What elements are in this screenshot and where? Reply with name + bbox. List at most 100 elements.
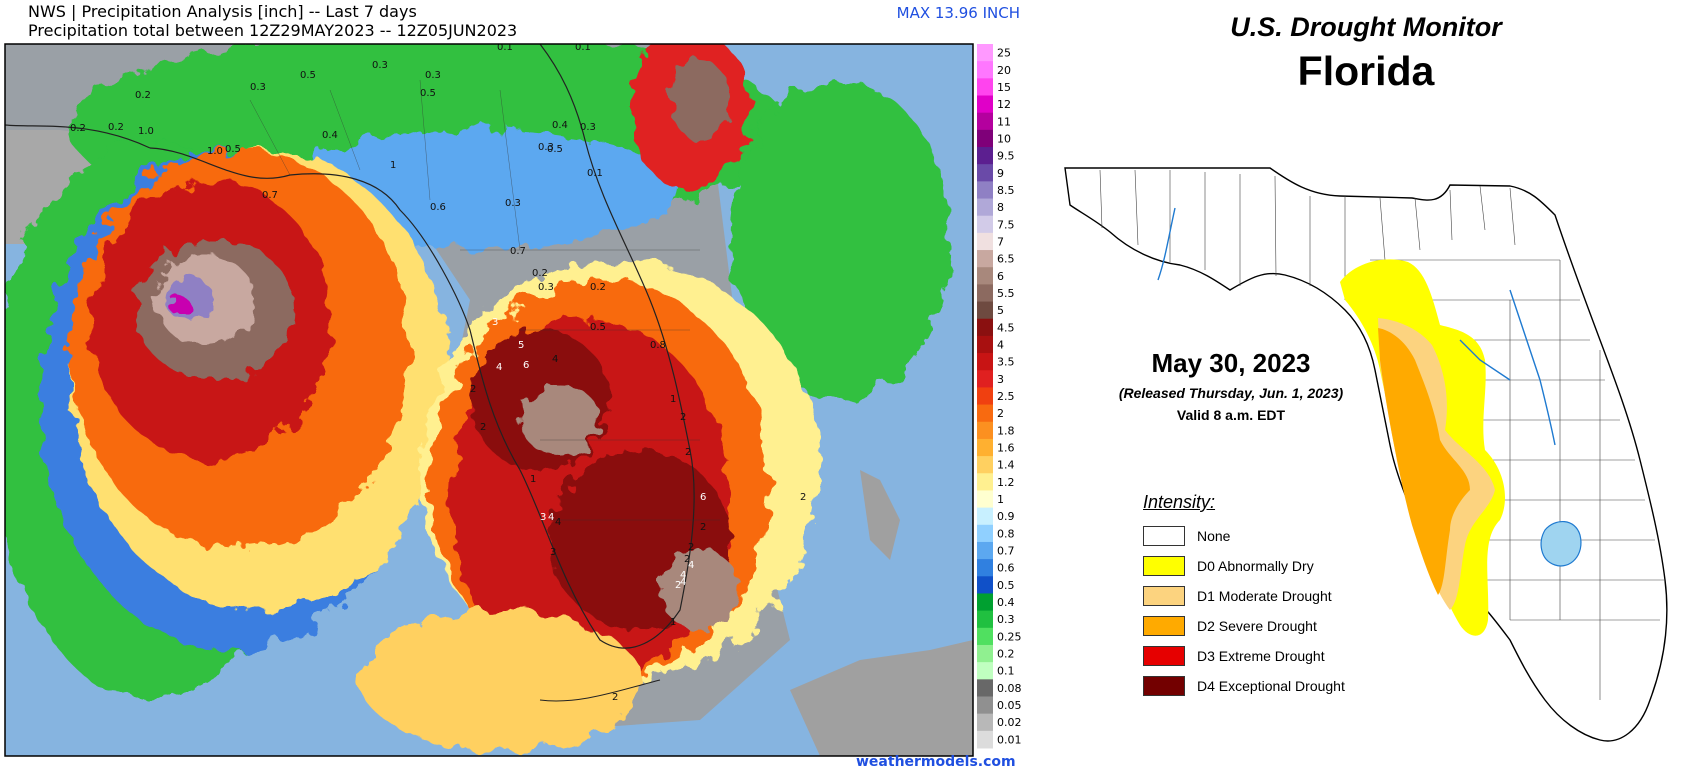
legend-label: 12 <box>997 98 1011 111</box>
contour-label: 0.5 <box>225 144 241 155</box>
legend-item-d4: D4 Exceptional Drought <box>1143 675 1345 697</box>
contour-label: 4 <box>680 577 686 588</box>
legend-item-d1: D1 Moderate Drought <box>1143 585 1332 607</box>
drought-valid: Valid 8 a.m. EDT <box>1176 407 1286 423</box>
legend-swatch <box>977 267 993 285</box>
intensity-title: Intensity: <box>1143 492 1216 512</box>
legend-swatch <box>977 215 993 234</box>
drought-date: May 30, 2023 <box>1151 348 1311 378</box>
legend-label: 25 <box>997 47 1011 60</box>
legend-swatch <box>977 353 993 371</box>
legend-label: 11 <box>997 115 1011 128</box>
legend-swatch <box>977 644 993 663</box>
rivers <box>1157 207 1556 446</box>
legend-label: 6 <box>997 270 1004 283</box>
precip-header-line1: NWS | Precipitation Analysis [inch] -- L… <box>28 2 417 21</box>
legend-label: 0.5 <box>997 579 1015 592</box>
max-precip-label: MAX 13.96 INCH <box>896 4 1020 22</box>
legend-label: 7.5 <box>997 218 1015 231</box>
drought-title: U.S. Drought Monitor <box>1230 12 1502 42</box>
legend-label: None <box>1197 528 1231 544</box>
contour-label: 3 <box>492 317 498 328</box>
contour-label: 0.3 <box>425 70 441 81</box>
legend-label: 15 <box>997 81 1011 94</box>
contour-label: 0.2 <box>108 122 124 133</box>
contour-label: 2 <box>680 412 686 423</box>
legend-swatch <box>977 713 993 732</box>
contour-label: 0.3 <box>505 198 521 209</box>
legend-label: 6.5 <box>997 253 1015 266</box>
legend-label: 1.8 <box>997 424 1015 437</box>
legend-swatch <box>1143 616 1185 636</box>
legend-swatch <box>977 421 993 440</box>
legend-swatch <box>1143 556 1185 576</box>
contour-label: 2 <box>684 554 690 565</box>
contour-label: 0.6 <box>430 202 446 213</box>
legend-label: D2 Severe Drought <box>1197 618 1317 634</box>
legend-item-d0: D0 Abnormally Dry <box>1143 555 1314 577</box>
fl-county-lines <box>1099 169 1665 700</box>
legend-swatch <box>977 490 993 509</box>
drought-state: Florida <box>1297 48 1435 94</box>
legend-swatch <box>1143 526 1185 546</box>
legend-swatch <box>977 559 993 577</box>
contour-label: 0.1 <box>575 42 591 53</box>
precip-color-legend: 2520151211109.598.587.576.565.554.543.53… <box>977 44 1022 749</box>
legend-label: 0.9 <box>997 510 1015 523</box>
legend-swatch <box>977 438 993 457</box>
legend-swatch <box>977 95 993 114</box>
legend-label: 8 <box>997 201 1004 214</box>
contour-label: 1 <box>530 474 536 485</box>
legend-label: 0.01 <box>997 733 1022 746</box>
legend-swatch <box>977 576 993 594</box>
legend-swatch <box>977 112 993 131</box>
legend-swatch <box>977 129 993 148</box>
contour-label: 4 <box>496 362 502 373</box>
contour-label: 3 <box>540 512 546 523</box>
legend-swatch <box>977 541 993 560</box>
legend-label: 2 <box>997 407 1004 420</box>
legend-label: D3 Extreme Drought <box>1197 648 1325 664</box>
legend-swatch <box>977 301 993 320</box>
legend-swatch <box>977 679 993 697</box>
contour-label: 0.5 <box>547 144 563 155</box>
legend-label: 0.05 <box>997 699 1022 712</box>
legend-label: 0.2 <box>997 648 1015 661</box>
legend-item-d2: D2 Severe Drought <box>1143 615 1317 637</box>
legend-label: 9 <box>997 167 1004 180</box>
contour-label: 4 <box>548 512 554 523</box>
legend-swatch <box>977 198 993 217</box>
contour-label: 0.3 <box>538 142 554 153</box>
legend-swatch <box>977 61 993 79</box>
contour-label: 0.5 <box>300 70 316 81</box>
legend-label: 1 <box>997 493 1004 506</box>
lake-okeechobee <box>1540 521 1582 567</box>
legend-label: 0.4 <box>997 596 1015 609</box>
precip-brown-atlantic <box>670 60 730 140</box>
drought-released: (Released Thursday, Jun. 1, 2023) <box>1118 385 1344 401</box>
legend-label: 1.2 <box>997 476 1015 489</box>
legend-label: 0.25 <box>997 630 1022 643</box>
legend-swatch <box>977 284 993 303</box>
legend-swatch <box>977 387 993 406</box>
legend-label: 3 <box>997 373 1004 386</box>
legend-swatch <box>977 593 993 612</box>
legend-swatch <box>1143 646 1185 666</box>
contour-label: 1 <box>670 617 676 628</box>
contour-label: 2 <box>700 522 706 533</box>
legend-label: 2.5 <box>997 390 1015 403</box>
cuba-land <box>790 640 973 756</box>
legend-label: 0.6 <box>997 562 1015 575</box>
legend-label: 0.8 <box>997 527 1015 540</box>
legend-swatch <box>977 610 993 629</box>
contour-label: 0.1 <box>497 42 513 53</box>
contour-label: 6 <box>523 360 529 371</box>
precip-yellow-keys <box>360 610 640 750</box>
contour-label: 5 <box>518 340 524 351</box>
contour-label: 0.4 <box>322 130 338 141</box>
precip-brown-fl1 <box>520 385 600 455</box>
legend-swatch <box>977 44 993 62</box>
drought-panel: U.S. Drought Monitor Florida May 30, 202… <box>1040 0 1692 774</box>
legend-swatch <box>977 318 993 337</box>
keys-coastline <box>539 679 661 702</box>
